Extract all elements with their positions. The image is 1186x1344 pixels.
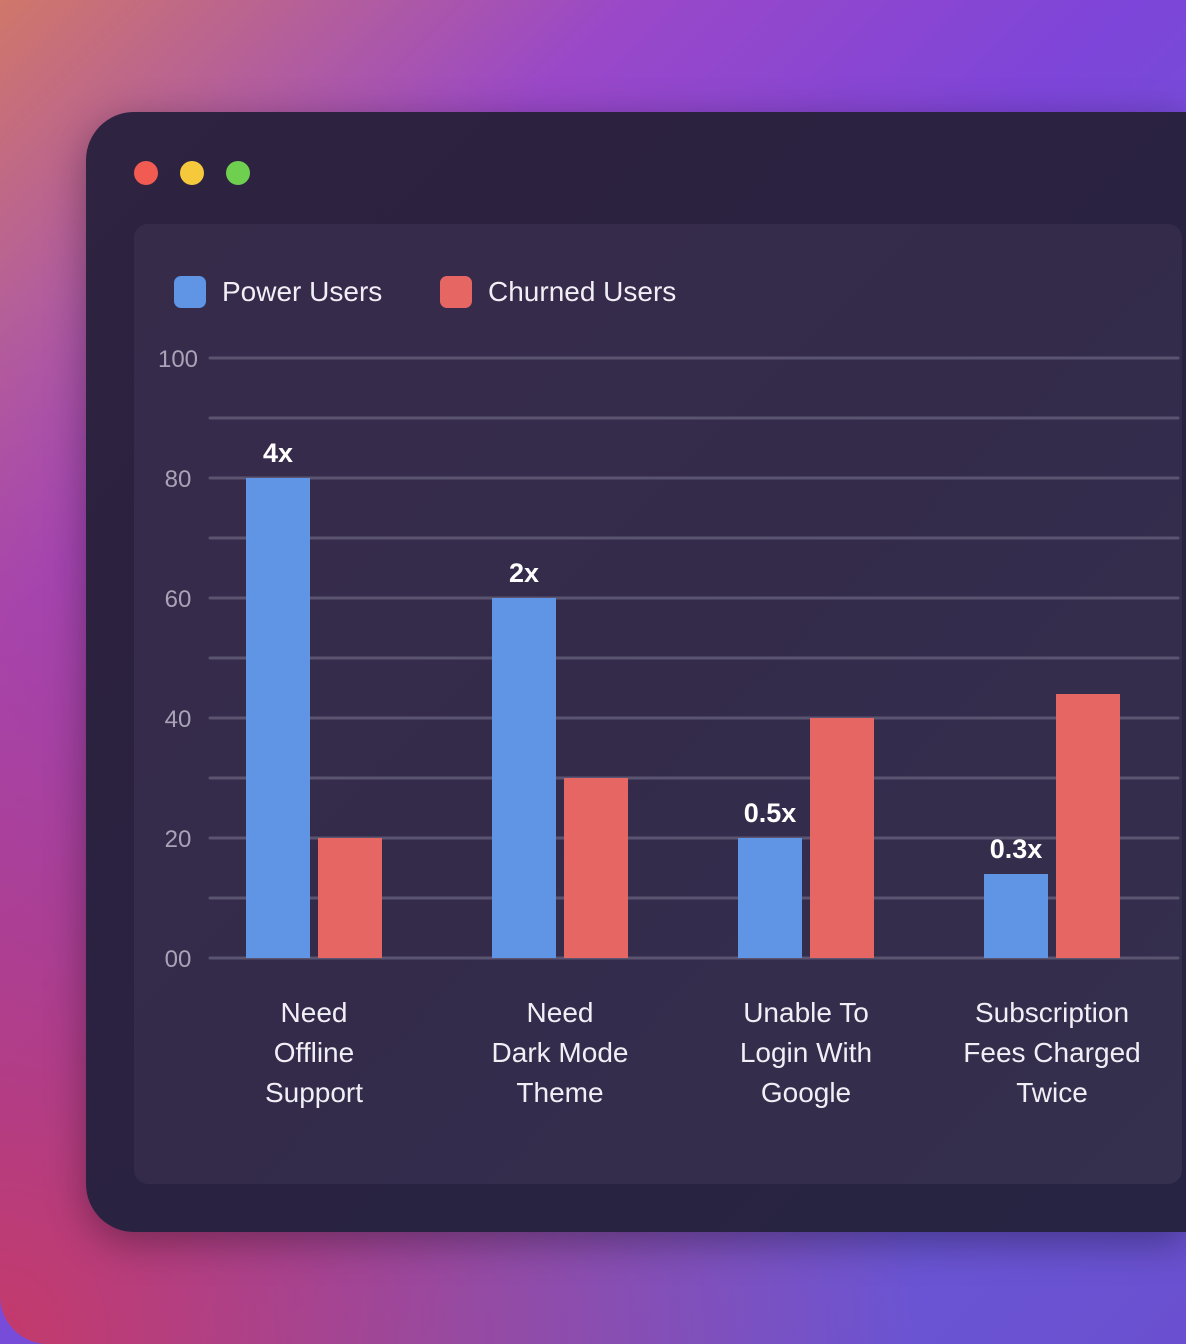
bar-churned-users xyxy=(318,838,382,958)
data-label: 0.5x xyxy=(744,798,797,828)
bar-churned-users xyxy=(1056,694,1120,958)
x-tick-label: Subscription xyxy=(975,997,1129,1028)
bar-power-users xyxy=(738,838,802,958)
bar-power-users xyxy=(492,598,556,958)
x-tick-label: Dark Mode xyxy=(492,1037,629,1068)
maximize-button[interactable] xyxy=(226,161,250,185)
legend-label: Churned Users xyxy=(488,276,677,307)
data-label: 4x xyxy=(263,438,293,468)
y-tick-label: 20 xyxy=(165,826,192,853)
y-tick-label: 100 xyxy=(158,346,198,373)
minimize-button[interactable] xyxy=(180,161,204,185)
data-label: 0.3x xyxy=(990,834,1043,864)
y-tick-label: 60 xyxy=(165,586,192,613)
x-tick-label: Google xyxy=(761,1077,851,1108)
x-tick-label: Login With xyxy=(740,1037,872,1068)
legend-label: Power Users xyxy=(222,276,383,307)
x-tick-label: Unable To xyxy=(743,997,869,1028)
y-tick-label: 40 xyxy=(165,706,192,733)
bar-power-users xyxy=(246,478,310,958)
x-tick-label: Offline xyxy=(274,1037,354,1068)
legend-swatch-power-users xyxy=(174,276,206,308)
data-label: 2x xyxy=(509,558,539,588)
x-tick-label: Support xyxy=(265,1077,363,1108)
legend-swatch-churned-users xyxy=(440,276,472,308)
legend-item-churned-users: Churned Users xyxy=(440,276,676,308)
close-button[interactable] xyxy=(134,161,158,185)
x-tick-label: Twice xyxy=(1016,1077,1088,1108)
bar-churned-users xyxy=(564,778,628,958)
legend-item-power-users: Power Users xyxy=(174,276,382,308)
bar-power-users xyxy=(984,874,1048,958)
x-tick-label: Need xyxy=(281,997,348,1028)
y-tick-label: 80 xyxy=(165,466,192,493)
x-tick-label: Theme xyxy=(516,1077,603,1108)
app-window xyxy=(86,112,1186,1232)
bar-churned-users xyxy=(810,718,874,958)
y-tick-label: 00 xyxy=(165,946,192,973)
x-tick-label: Need xyxy=(527,997,594,1028)
x-tick-label: Fees Charged xyxy=(963,1037,1140,1068)
